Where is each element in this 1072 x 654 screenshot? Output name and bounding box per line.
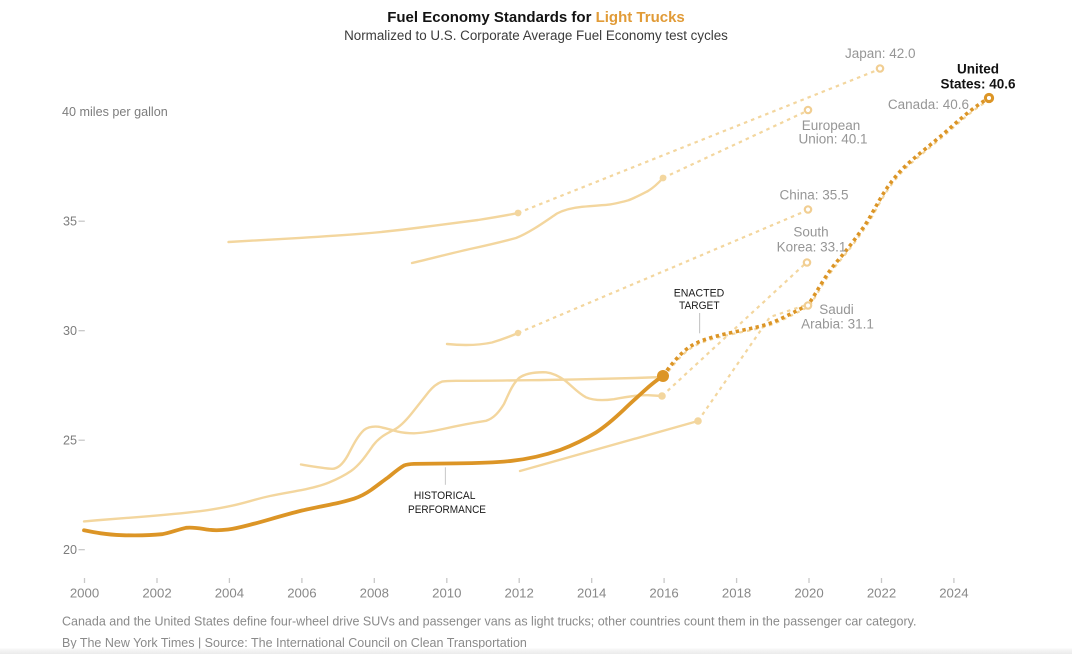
svg-text:2010: 2010 (432, 586, 461, 601)
svg-text:ENACTED: ENACTED (674, 288, 725, 300)
svg-text:2006: 2006 (287, 586, 316, 601)
svg-text:2014: 2014 (577, 586, 606, 601)
svg-text:2016: 2016 (649, 586, 678, 601)
svg-text:2012: 2012 (505, 586, 534, 601)
svg-text:Union: 40.1: Union: 40.1 (798, 132, 867, 147)
svg-text:Arabia: 31.1: Arabia: 31.1 (801, 317, 874, 332)
svg-text:Canada and the United States d: Canada and the United States define four… (62, 614, 916, 628)
svg-text:China: 35.5: China: 35.5 (779, 188, 848, 203)
svg-text:Saudi: Saudi (819, 302, 854, 317)
svg-text:40 miles per gallon: 40 miles per gallon (62, 105, 168, 119)
svg-text:Normalized to U.S. Corporate A: Normalized to U.S. Corporate Average Fue… (344, 28, 728, 43)
svg-text:25: 25 (63, 433, 77, 447)
svg-text:TARGET: TARGET (679, 300, 720, 312)
svg-text:2002: 2002 (142, 586, 171, 601)
svg-text:2022: 2022 (867, 586, 896, 601)
svg-text:2004: 2004 (215, 586, 244, 601)
svg-text:States: 40.6: States: 40.6 (940, 77, 1016, 92)
svg-text:HISTORICAL: HISTORICAL (414, 490, 476, 502)
svg-text:35: 35 (63, 214, 77, 228)
svg-text:2020: 2020 (794, 586, 823, 601)
svg-text:Fuel Economy Standards for Lig: Fuel Economy Standards for Light Trucks (387, 9, 685, 26)
svg-text:Japan: 42.0: Japan: 42.0 (845, 46, 916, 61)
svg-text:Canada: 40.6: Canada: 40.6 (888, 97, 969, 112)
svg-text:United: United (957, 62, 999, 77)
svg-text:2018: 2018 (722, 586, 751, 601)
svg-text:South: South (793, 225, 828, 240)
svg-text:By The New York Times | Source: By The New York Times | Source: The Inte… (62, 636, 527, 650)
svg-text:2000: 2000 (70, 586, 99, 601)
svg-text:2024: 2024 (939, 586, 968, 601)
svg-text:PERFORMANCE: PERFORMANCE (408, 504, 486, 516)
svg-text:Korea: 33.1: Korea: 33.1 (777, 239, 847, 254)
svg-text:2008: 2008 (360, 586, 389, 601)
svg-text:20: 20 (63, 543, 77, 557)
svg-text:30: 30 (63, 324, 77, 338)
svg-text:European: European (802, 118, 861, 133)
